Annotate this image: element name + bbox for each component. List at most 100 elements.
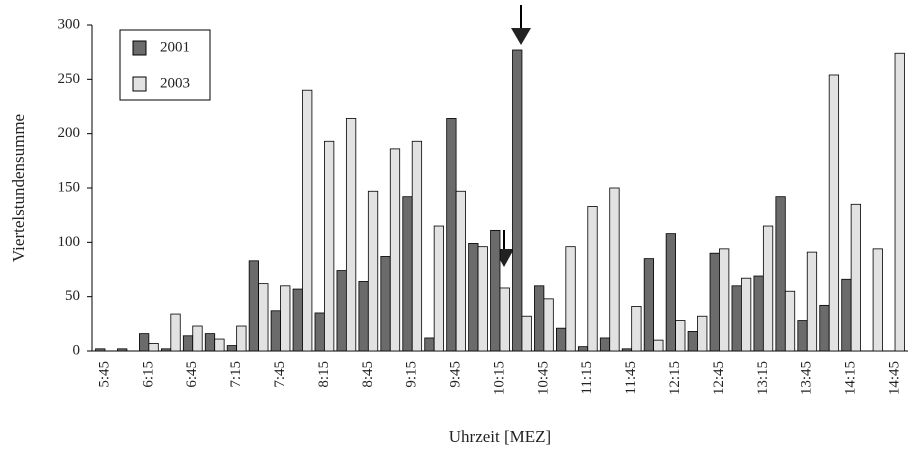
- bar: [380, 256, 391, 352]
- bar: [424, 337, 435, 352]
- bar: [512, 49, 523, 352]
- legend-swatch: [132, 40, 147, 56]
- bar: [543, 298, 554, 352]
- bar: [402, 196, 413, 352]
- bar: [292, 288, 303, 352]
- bar: [236, 325, 247, 352]
- x-tick-label: 13:15: [755, 361, 771, 395]
- x-tick-label: 6:45: [184, 361, 200, 388]
- bar: [258, 283, 269, 352]
- y-tick-label: 300: [58, 16, 81, 32]
- bar: [226, 345, 238, 352]
- bar: [697, 315, 708, 352]
- bar: [775, 196, 786, 352]
- bar: [643, 258, 655, 352]
- bar: [345, 118, 357, 352]
- x-tick-label: 14:15: [843, 361, 859, 395]
- bar: [182, 335, 194, 352]
- legend-label: 2003: [160, 75, 190, 91]
- bar: [336, 270, 347, 352]
- x-tick-label: 11:15: [579, 361, 595, 395]
- x-tick-label: 6:15: [140, 361, 156, 388]
- x-tick-label: 9:45: [448, 361, 464, 388]
- x-tick-label: 9:15: [404, 361, 420, 388]
- bar: [819, 304, 830, 352]
- bar: [841, 278, 852, 352]
- bar: [270, 310, 281, 352]
- bar: [599, 337, 611, 352]
- bar: [753, 275, 764, 352]
- x-tick-label: 8:15: [316, 361, 332, 388]
- bar: [433, 225, 444, 352]
- bar: [762, 225, 774, 352]
- bar: [609, 187, 620, 352]
- x-axis-label: Uhrzeit [MEZ]: [449, 427, 551, 446]
- bar: [389, 148, 401, 352]
- bar: [477, 246, 488, 352]
- x-tick-label: 12:15: [667, 361, 683, 395]
- bar: [358, 281, 369, 352]
- bar: [192, 325, 203, 352]
- bar: [160, 348, 172, 352]
- x-tick-label: 8:45: [360, 361, 376, 388]
- bar: [534, 285, 545, 352]
- bar: [784, 290, 796, 352]
- bar: [850, 203, 861, 352]
- x-tick-label: 5:45: [96, 361, 112, 388]
- bar: [139, 333, 150, 352]
- bar: [446, 118, 457, 352]
- bar: [621, 348, 633, 352]
- bar: [455, 190, 466, 352]
- y-tick-label: 0: [73, 342, 81, 358]
- bar: [280, 285, 291, 352]
- bar: [565, 246, 576, 352]
- bar: [675, 320, 686, 352]
- bar: [411, 140, 423, 352]
- x-tick-label: 10:15: [491, 361, 507, 395]
- y-tick-label: 50: [65, 288, 80, 304]
- bar: [653, 339, 664, 352]
- bar: [665, 233, 676, 352]
- bar: [314, 312, 325, 352]
- x-tick-label: 7:15: [228, 361, 244, 388]
- x-tick-label: 12:45: [711, 361, 727, 395]
- x-tick-label: 7:45: [272, 361, 288, 388]
- bar: [731, 285, 742, 352]
- bar: [95, 348, 106, 352]
- y-tick-label: 200: [58, 125, 81, 141]
- bar: [468, 243, 479, 352]
- bar: [709, 252, 720, 352]
- bar: [248, 260, 259, 352]
- bar: [828, 74, 840, 352]
- y-tick-label: 250: [58, 71, 81, 87]
- y-tick-label: 150: [58, 179, 81, 195]
- bar: [741, 277, 752, 352]
- x-tick-label: 11:45: [623, 361, 639, 395]
- legend-label: 2001: [160, 39, 190, 55]
- x-tick-label: 14:45: [886, 361, 902, 395]
- x-tick-label: 13:45: [799, 361, 815, 395]
- bar: [148, 342, 159, 352]
- x-tick-label: 10:45: [535, 361, 551, 395]
- bar: [499, 287, 510, 352]
- bar: [577, 346, 589, 352]
- bar: [556, 327, 567, 352]
- bar: [214, 338, 225, 352]
- bar: [687, 331, 698, 352]
- bar: [521, 315, 532, 352]
- y-axis-label: Viertelstundensumme: [9, 114, 28, 262]
- bar: [490, 229, 501, 352]
- bar: [872, 248, 883, 352]
- bar: [204, 333, 216, 352]
- bar: [324, 140, 335, 352]
- bar: [631, 306, 642, 352]
- bar: [367, 190, 379, 352]
- bar: [170, 313, 181, 352]
- bar: [587, 206, 598, 352]
- bar: [806, 251, 818, 352]
- bar: [117, 348, 128, 352]
- bar: [797, 320, 808, 352]
- bar: [719, 248, 730, 352]
- legend-swatch: [132, 76, 147, 92]
